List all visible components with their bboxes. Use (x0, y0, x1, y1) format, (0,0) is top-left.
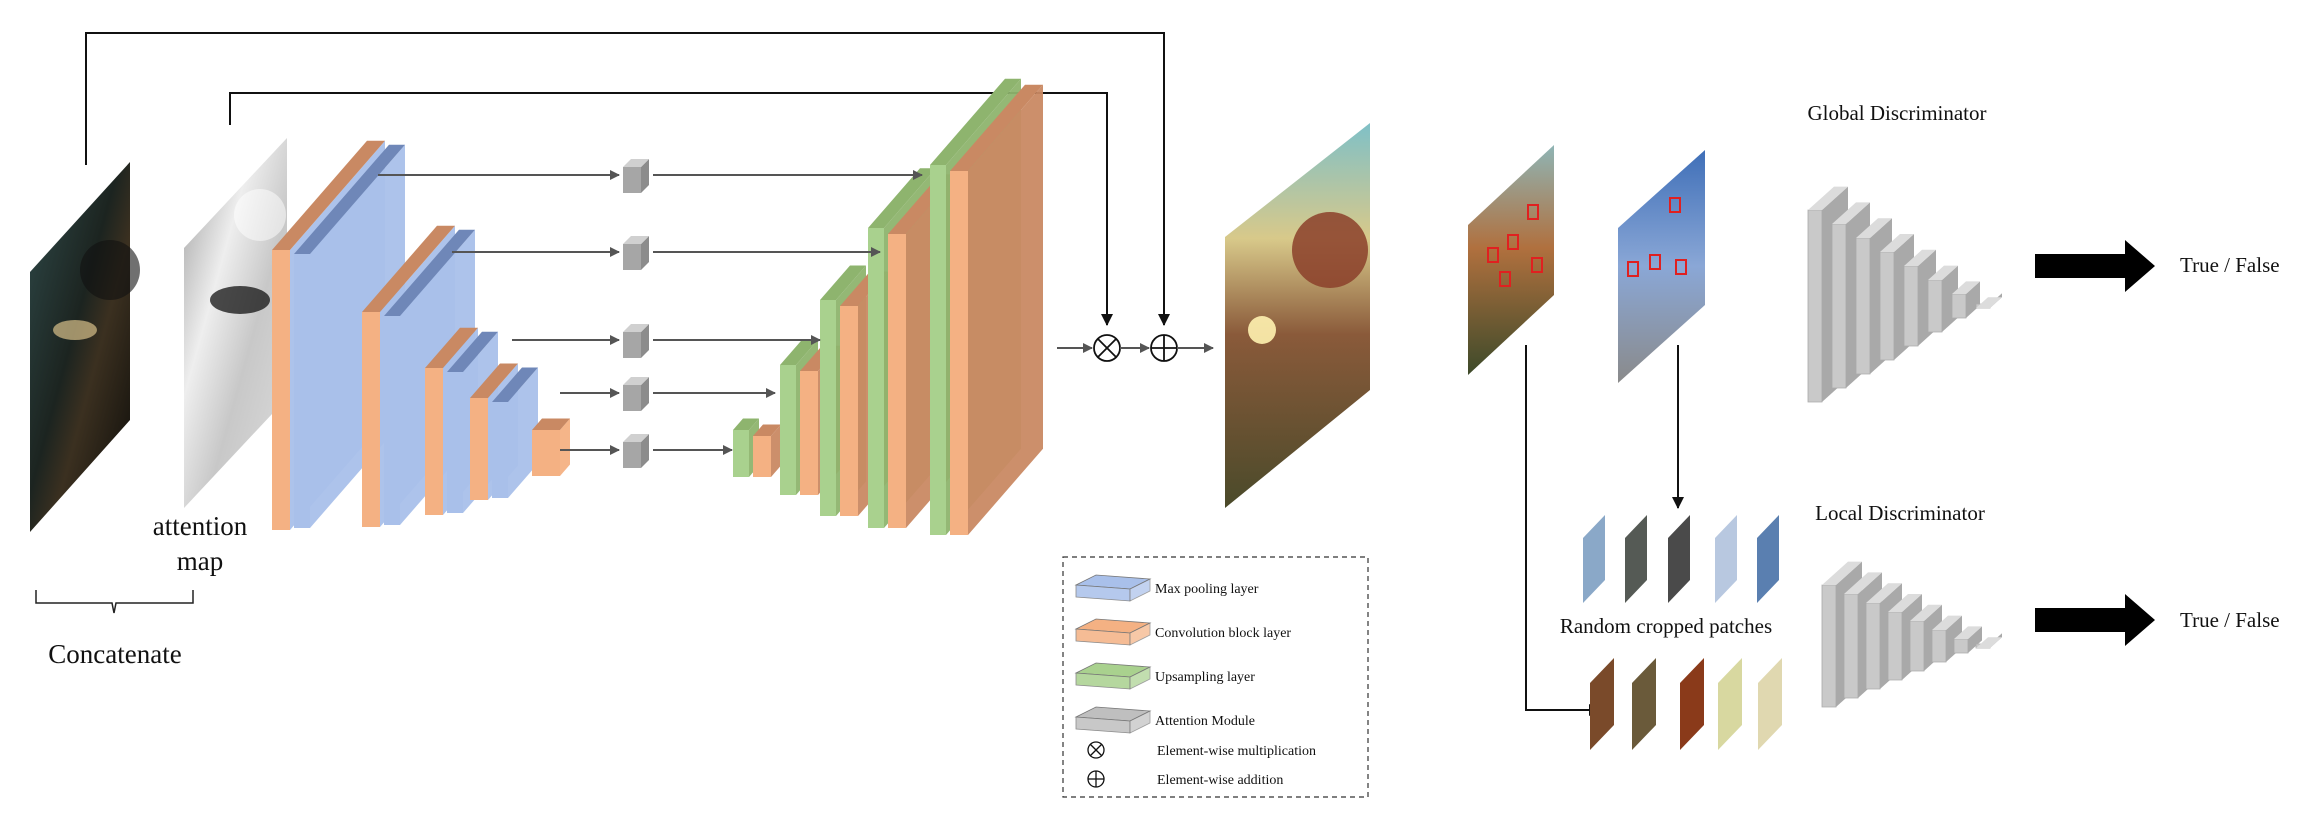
global-discriminator (1807, 186, 2002, 403)
cropped-patch (1583, 515, 1605, 603)
fusion-operators (1057, 334, 1214, 362)
thick-right-arrow-icon (2035, 240, 2155, 292)
cropped-patch (1668, 515, 1690, 603)
attention-module (623, 324, 649, 358)
random-cropped-patches (1583, 515, 1782, 750)
discriminator-layer (1975, 633, 2002, 649)
thick-right-arrow-icon (2035, 594, 2155, 646)
attention-module (623, 159, 649, 193)
unet-generator (272, 78, 1043, 535)
cropped-patch (1625, 515, 1647, 603)
conv-block-layer (753, 424, 781, 477)
real-image-small (1618, 150, 1705, 383)
cropped-patch (1718, 658, 1742, 750)
legend-item-label: Max pooling layer (1155, 582, 1259, 597)
legend-label-addition: Element-wise addition (1157, 773, 1283, 788)
legend-item-convolution-block-layer: Convolution block layer (1074, 618, 1291, 646)
cropped-patch (1590, 658, 1614, 750)
cropped-patch (1715, 515, 1737, 603)
attention-skip-paths (378, 159, 923, 468)
max-pooling-layer (492, 367, 538, 498)
conv-block-layer (532, 418, 570, 476)
attention-skip-line (229, 92, 1113, 326)
concatenate-label: Concatenate (48, 639, 181, 669)
low-light-skip-line (85, 32, 1170, 326)
attention-module (623, 434, 649, 468)
attention-map-label-line1: attention (153, 511, 248, 541)
random-cropped-patches-label: Random cropped patches (1560, 614, 1772, 638)
conv-block-layer (950, 84, 1043, 535)
legend-item-label: Upsampling layer (1155, 670, 1255, 685)
attention-map-image (184, 138, 287, 508)
discriminator-layer (1975, 293, 2002, 309)
cropped-patch (1680, 658, 1704, 750)
attention-module (623, 377, 649, 411)
cropped-patch (1757, 515, 1779, 603)
circled-times-icon (1087, 741, 1105, 759)
attention-module (623, 236, 649, 270)
legend-item-label: Convolution block layer (1155, 626, 1291, 641)
generated-image-small (1468, 145, 1554, 375)
global-discriminator-title: Global Discriminator (1807, 101, 1986, 125)
local-discriminator-title: Local Discriminator (1815, 501, 1985, 525)
local-discriminator (1821, 561, 2002, 708)
legend-operator-add: Element-wise addition (1087, 770, 1283, 788)
local-discriminator-output: True / False (2180, 608, 2280, 632)
concatenate-brace (35, 590, 194, 614)
legend-label-multiplication: Element-wise multiplication (1157, 744, 1316, 759)
discriminator-layer (1953, 626, 1982, 654)
cropped-patch (1632, 658, 1656, 750)
enhanced-output-image (1225, 123, 1370, 508)
cropped-patch (1758, 658, 1782, 750)
legend: Max pooling layer Convolution block layer… (1062, 556, 1369, 798)
skip-connections (85, 32, 1170, 326)
global-discriminator-output: True / False (2180, 253, 2280, 277)
discriminator-layer (1951, 281, 1980, 319)
legend-operator-multiply: Element-wise multiplication (1087, 741, 1316, 759)
legend-item-label: Attention Module (1155, 714, 1255, 729)
low-light-input-image (30, 162, 140, 532)
patch-connections (1525, 345, 1684, 716)
legend-item-max-pooling-layer: Max pooling layer (1074, 574, 1259, 602)
legend-item-attention-module: Attention Module (1074, 706, 1255, 734)
circled-plus-icon (1087, 770, 1105, 788)
legend-item-upsampling-layer: Upsampling layer (1074, 662, 1255, 690)
attention-map-label-line2: map (177, 546, 224, 576)
circled-times-icon (1093, 334, 1121, 362)
circled-plus-icon (1150, 334, 1178, 362)
